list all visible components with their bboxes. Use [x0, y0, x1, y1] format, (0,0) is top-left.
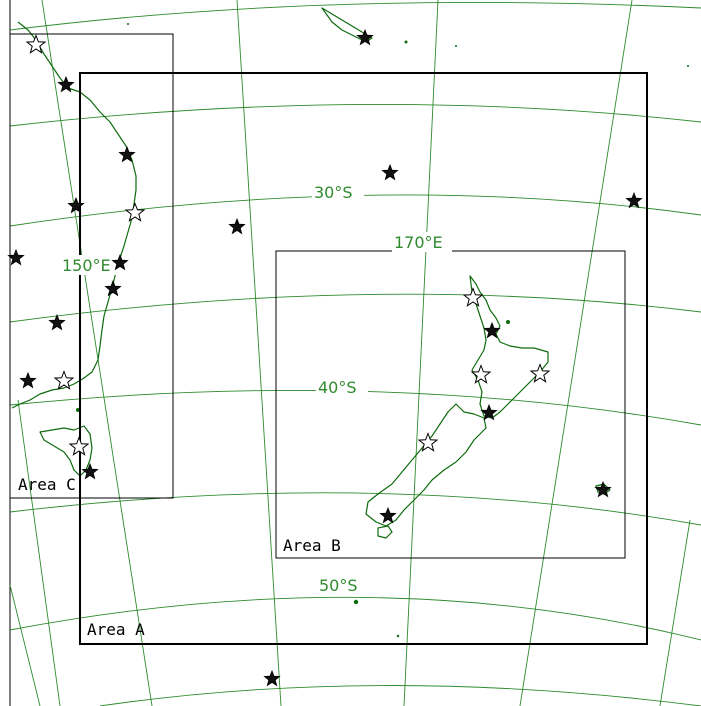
- island-dot: [127, 23, 129, 25]
- latitude-line-30s: [9, 194, 701, 227]
- station-marker-filled: [104, 279, 122, 297]
- station-marker-filled: [379, 506, 397, 524]
- station-marker-open: [470, 364, 492, 384]
- longitude-line: [403, 0, 439, 706]
- longitude-line: [236, 0, 282, 706]
- station-marker-filled: [381, 163, 399, 181]
- island-dot: [396, 634, 400, 638]
- area-b-box: [275, 250, 626, 559]
- station-markers: [7, 28, 643, 687]
- station-marker-filled: [48, 313, 66, 331]
- station-marker-filled: [118, 145, 136, 163]
- latitude-line: [9, 293, 701, 323]
- label-background: [312, 182, 364, 202]
- label-background: [317, 575, 369, 595]
- latitude-line: [9, 1, 701, 31]
- longitude-line: [519, 0, 633, 706]
- island-dot: [455, 45, 457, 47]
- station-marker-filled: [356, 28, 374, 46]
- area-c-box: [9, 33, 174, 499]
- island-dot: [506, 320, 510, 324]
- station-marker-open: [529, 363, 551, 383]
- latitude-label-50s: 50°S: [319, 576, 358, 595]
- station-marker-open: [68, 436, 90, 456]
- station-marker-filled: [19, 371, 37, 389]
- station-marker-filled: [483, 321, 501, 339]
- label-background: [60, 255, 118, 275]
- longitude-lines: [9, 0, 691, 706]
- station-marker-filled: [263, 669, 281, 687]
- label-background: [392, 232, 452, 252]
- station-marker-filled: [111, 253, 129, 271]
- island-dot: [404, 40, 408, 44]
- station-marker-filled: [594, 480, 612, 498]
- latitude-label-40s: 40°S: [318, 378, 357, 397]
- label-background: [316, 377, 368, 397]
- latitude-line: [9, 104, 701, 127]
- latitude-line: [99, 685, 701, 706]
- station-marker-filled: [57, 75, 75, 93]
- longitude-line: [9, 584, 41, 706]
- area-b-label: Area B: [283, 536, 341, 555]
- area-a-box: [79, 72, 648, 645]
- latitude-label-30s: 30°S: [314, 183, 353, 202]
- australia-coastline: [11, 21, 137, 409]
- stewart-island-coastline: [377, 525, 393, 539]
- station-marker-filled: [7, 248, 25, 266]
- station-marker-filled: [228, 217, 246, 235]
- longitude-label-170e: 170°E: [394, 233, 443, 252]
- coastlines: [11, 7, 689, 638]
- nz-north-island-coastline: [469, 275, 549, 419]
- station-marker-open: [417, 432, 439, 452]
- station-marker-open: [25, 34, 47, 54]
- station-marker-open: [53, 370, 75, 390]
- longitude-line: [659, 519, 691, 706]
- latitude-line: [9, 492, 701, 526]
- longitude-line: [17, 399, 61, 706]
- area-c-label: Area C: [18, 475, 76, 494]
- area-a-label: Area A: [87, 620, 145, 639]
- latitude-line-50s: [9, 596, 701, 641]
- station-marker-open: [462, 287, 484, 307]
- nz-south-island-coastline: [365, 403, 487, 527]
- station-marker-filled: [67, 196, 85, 214]
- station-marker-open: [124, 202, 146, 222]
- station-marker-filled: [625, 191, 643, 209]
- station-marker-filled: [81, 462, 99, 480]
- tasmania-coastline: [39, 425, 93, 477]
- longitude-line: [41, 0, 153, 706]
- station-marker-filled: [480, 403, 498, 421]
- longitude-label-150e: 150°E: [62, 256, 111, 275]
- island-dot: [353, 599, 359, 605]
- new-caledonia-coastline: [321, 7, 373, 43]
- island-dot: [687, 65, 689, 67]
